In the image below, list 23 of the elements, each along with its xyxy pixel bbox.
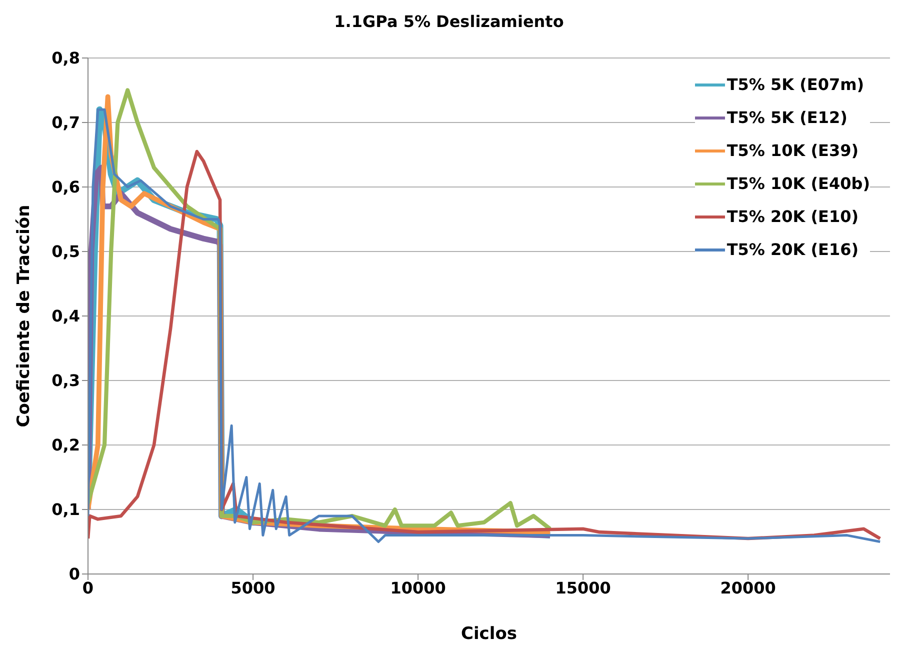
y-tick-label: 0,6 (52, 178, 80, 197)
legend-label: T5% 10K (E40b) (726, 174, 870, 193)
y-tick-label: 0 (68, 564, 80, 584)
y-tick-label: 0,8 (52, 48, 80, 68)
legend-label: T5% 20K (E16) (726, 240, 859, 259)
y-tick-label: 0,7 (52, 113, 80, 132)
x-tick-label: 10000 (390, 578, 446, 598)
y-tick-label: 0,5 (52, 242, 80, 262)
x-tick-label: 5000 (230, 578, 276, 598)
x-tick-label: 20000 (720, 578, 776, 598)
legend-label: T5% 5K (E12) (726, 108, 848, 127)
chart-title: 1.1GPa 5% Deslizamiento (333, 12, 565, 31)
legend-label: T5% 5K (E07m) (726, 75, 864, 94)
legend-label: T5% 20K (E10) (726, 207, 859, 226)
y-tick-label: 0,4 (52, 306, 80, 326)
y-tick-label: 0,2 (52, 436, 80, 455)
y-tick-label: 0,1 (52, 500, 80, 520)
x-tick-label: 15000 (555, 578, 611, 598)
y-tick-label: 0,3 (52, 371, 80, 390)
legend-label: T5% 10K (E39) (726, 141, 859, 160)
x-tick-label: 0 (82, 578, 94, 598)
y-axis-title: Coeficiente de Tracción (14, 204, 34, 428)
x-axis-title: Ciclos (460, 624, 518, 644)
